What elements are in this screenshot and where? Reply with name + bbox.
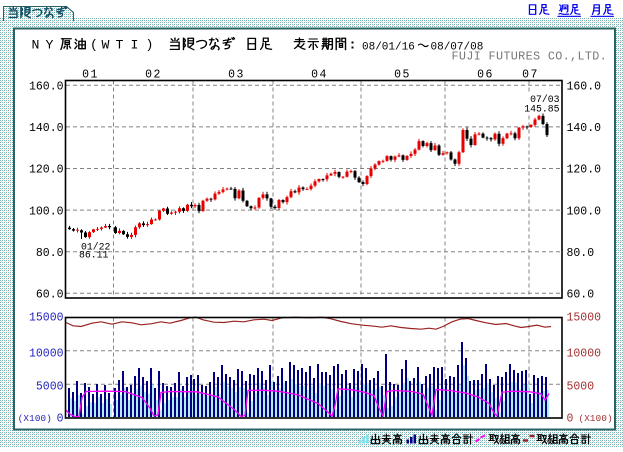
svg-text:10000: 10000: [29, 347, 64, 360]
svg-text:06: 06: [477, 69, 494, 82]
svg-text:N: N: [32, 38, 40, 53]
svg-text:07: 07: [522, 69, 539, 82]
svg-text:04: 04: [311, 69, 328, 82]
svg-text:86.11: 86.11: [79, 250, 109, 261]
svg-text:02: 02: [145, 69, 162, 82]
svg-text:100.0: 100.0: [567, 205, 602, 218]
svg-text:): ): [146, 38, 154, 53]
svg-text:07/03: 07/03: [530, 94, 560, 105]
svg-text:120.0: 120.0: [567, 164, 602, 177]
svg-text:0: 0: [567, 413, 574, 426]
svg-text:10000: 10000: [567, 347, 602, 360]
svg-text:03: 03: [228, 69, 245, 82]
svg-text:Y: Y: [46, 38, 54, 53]
svg-text:W: W: [102, 38, 110, 53]
svg-text:140.0: 140.0: [567, 122, 602, 135]
svg-text:01: 01: [82, 69, 99, 82]
svg-text:140.0: 140.0: [29, 122, 64, 135]
svg-text:160.0: 160.0: [29, 81, 64, 94]
svg-text:15000: 15000: [567, 312, 602, 325]
svg-text:160.0: 160.0: [567, 81, 602, 94]
svg-text:80.0: 80.0: [36, 247, 64, 260]
svg-text:FUJI FUTURES CO.,LTD.: FUJI FUTURES CO.,LTD.: [452, 49, 608, 63]
svg-text:T: T: [116, 38, 124, 53]
svg-text:80.0: 80.0: [567, 247, 595, 260]
svg-text:08/01/16: 08/01/16: [362, 42, 415, 54]
svg-text:08/07/08: 08/07/08: [431, 42, 484, 54]
svg-text:100.0: 100.0: [29, 205, 64, 218]
svg-text:(X100): (X100): [18, 413, 52, 424]
svg-text:(X100): (X100): [579, 413, 613, 424]
svg-text:I: I: [131, 38, 139, 53]
svg-text:60.0: 60.0: [36, 289, 64, 302]
svg-text:01/22: 01/22: [81, 242, 111, 253]
svg-text:0: 0: [57, 413, 64, 426]
svg-text:15000: 15000: [29, 312, 64, 325]
svg-text:5000: 5000: [36, 381, 64, 394]
svg-text:120.0: 120.0: [29, 164, 64, 177]
svg-text:5000: 5000: [567, 381, 595, 394]
svg-text:145.85: 145.85: [524, 104, 559, 115]
svg-text:60.0: 60.0: [567, 289, 595, 302]
svg-text:(: (: [90, 38, 98, 53]
svg-text:05: 05: [394, 69, 411, 82]
